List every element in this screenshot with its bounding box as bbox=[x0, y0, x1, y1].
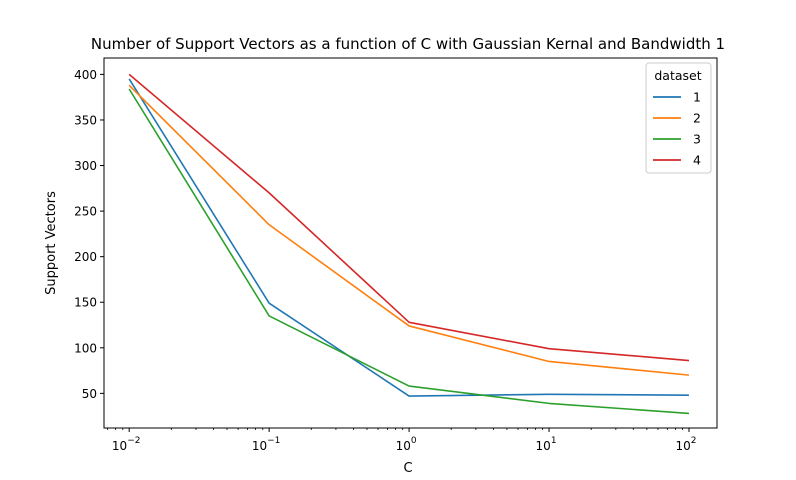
series-layer bbox=[128, 73, 690, 415]
x-tick-label: 101 bbox=[536, 436, 557, 453]
series-line-4 bbox=[128, 73, 690, 362]
plot-frame bbox=[103, 57, 718, 429]
legend-label-2: 2 bbox=[693, 111, 701, 126]
x-tick-label: 10−1 bbox=[252, 436, 281, 453]
y-axis-label: Support Vectors bbox=[44, 191, 59, 295]
y-tick-label: 150 bbox=[74, 296, 97, 310]
x-tick-label: 100 bbox=[396, 436, 417, 453]
y-tick-label: 100 bbox=[74, 341, 97, 355]
legend-items: 1 2 3 4 bbox=[653, 90, 701, 168]
series-line-3 bbox=[128, 88, 690, 415]
x-tick-label: 102 bbox=[676, 436, 697, 453]
y-tick-label: 50 bbox=[82, 387, 97, 401]
y-axis-ticks: 50 100 150 200 250 300 350 400 bbox=[74, 68, 104, 401]
legend: dataset 1 2 3 4 bbox=[645, 62, 712, 174]
x-axis-minor-ticks bbox=[107, 428, 684, 430]
x-axis-ticks: 10−2 10−1 100 101 102 bbox=[112, 428, 697, 453]
y-tick-label: 250 bbox=[74, 205, 97, 219]
x-axis-label: C bbox=[403, 461, 412, 476]
y-tick-label: 200 bbox=[74, 250, 97, 264]
legend-label-3: 3 bbox=[693, 132, 701, 147]
series-line-1 bbox=[128, 78, 690, 397]
x-tick-label: 10−2 bbox=[112, 436, 141, 453]
y-tick-label: 400 bbox=[74, 68, 97, 82]
legend-label-4: 4 bbox=[693, 153, 701, 168]
legend-label-1: 1 bbox=[693, 90, 701, 105]
chart-title: Number of Support Vectors as a function … bbox=[91, 35, 725, 53]
y-tick-label: 300 bbox=[74, 159, 97, 173]
series-line-2 bbox=[128, 84, 690, 376]
y-tick-label: 350 bbox=[74, 113, 97, 127]
legend-title: dataset bbox=[654, 68, 701, 83]
